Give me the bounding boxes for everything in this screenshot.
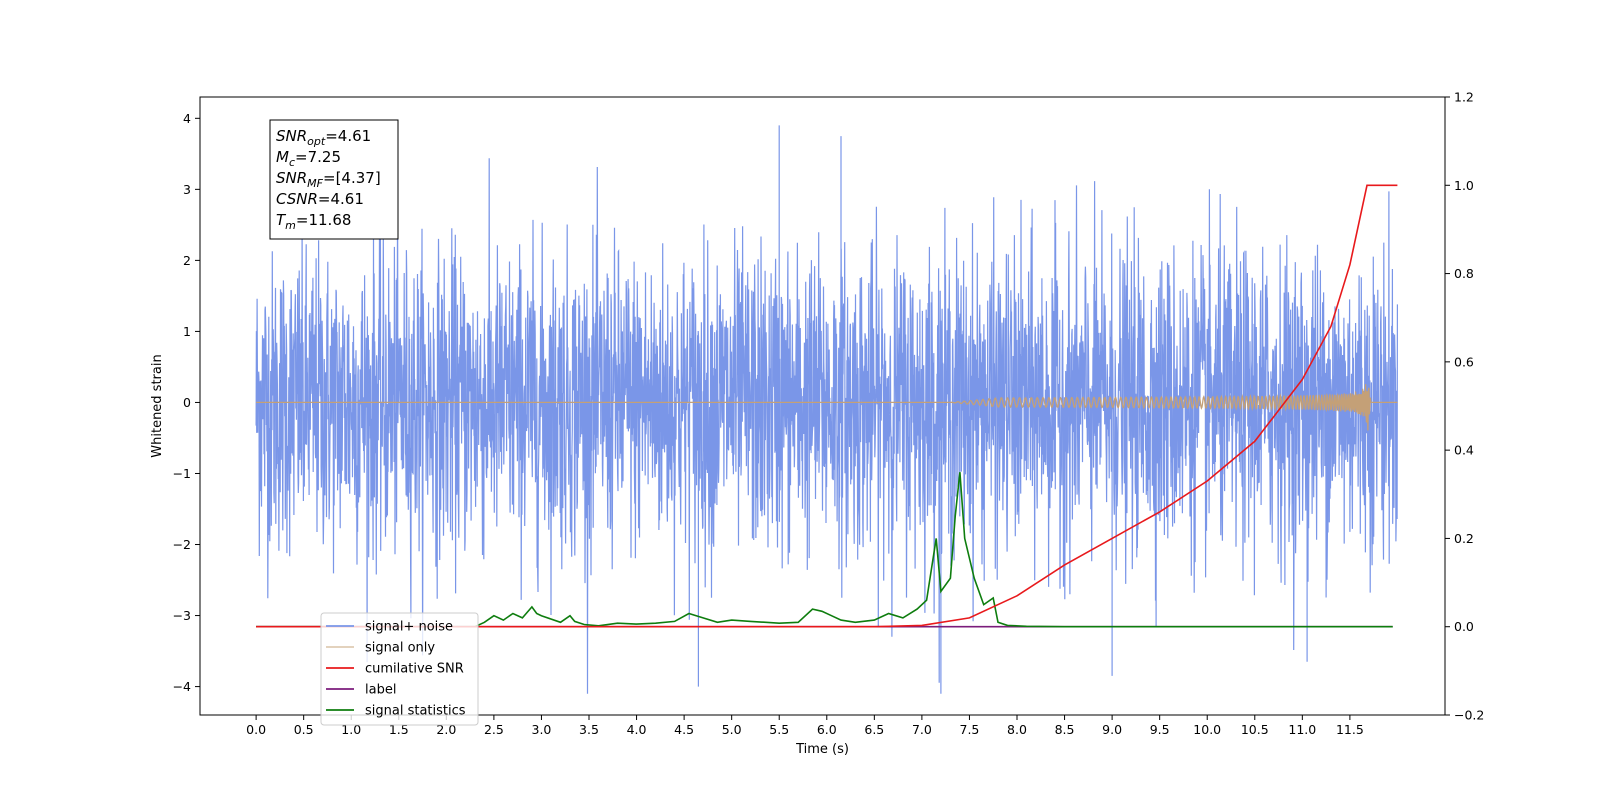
series-signal-plus-noise — [255, 125, 1398, 694]
x-tick-label: 11.0 — [1288, 722, 1316, 737]
x-tick-label: 2.0 — [436, 722, 456, 737]
y2-tick-label: 0.4 — [1454, 443, 1474, 458]
axes-frame — [199, 96, 1446, 716]
axes: 0.0 0.5 1.0 1.5 2.0 2.5 3.0 3.5 4.0 4.5 5.0 5.5 6.0 6… — [173, 90, 1485, 738]
y-tick-label: 4 — [183, 111, 191, 126]
x-tick-label: 10.5 — [1241, 722, 1269, 737]
legend-entry: signal only — [365, 641, 435, 656]
x-tick-label: 4.5 — [674, 722, 694, 737]
y-tick-label: −3 — [173, 608, 191, 623]
stats-line: CSNR=4.61 — [276, 190, 364, 208]
x-tick-label: 7.5 — [960, 722, 980, 737]
plot-area — [255, 125, 1398, 694]
x-tick-label: 4.0 — [627, 722, 647, 737]
x-tick-label: 3.0 — [532, 722, 552, 737]
y-tick-label: −2 — [173, 537, 191, 552]
series-signal-statistics — [256, 472, 1393, 628]
y2-tick-label: −0.2 — [1454, 708, 1484, 723]
x-tick-label: 9.5 — [1150, 722, 1170, 737]
stats-box-frame — [269, 119, 399, 240]
series-signal-only — [256, 384, 1398, 431]
x-tick-label: 8.5 — [1055, 722, 1075, 737]
y2-tick-label: 0.6 — [1454, 354, 1474, 369]
y2-tick-label: 1.2 — [1454, 90, 1474, 105]
x-tick-label: 5.0 — [722, 722, 742, 737]
legend-entry: cumilative SNR — [365, 662, 464, 677]
y2-tick-label: 0.0 — [1454, 619, 1474, 634]
stats-line: Mc=7.25 — [276, 148, 341, 169]
x-tick-label: 1.0 — [341, 722, 361, 737]
x-tick-label: 1.5 — [389, 722, 409, 737]
y-tick-label: 2 — [183, 253, 191, 268]
legend: signal+ noise signal only cumilative SNR la… — [320, 612, 479, 726]
stats-line: Tm=11.68 — [276, 211, 351, 232]
legend-entry: signal+ noise — [365, 620, 453, 635]
stats-line: SNRopt=4.61 — [276, 127, 371, 148]
x-tick-label: 2.5 — [484, 722, 504, 737]
x-tick-label: 10.0 — [1193, 722, 1221, 737]
y-axis-label: Whitened strain — [150, 354, 165, 457]
legend-frame — [320, 612, 479, 726]
stats-line: SNRMF=[4.37] — [276, 169, 381, 190]
x-tick-label: 5.5 — [769, 722, 789, 737]
x-tick-label: 0.0 — [246, 722, 266, 737]
legend-entry: label — [365, 683, 396, 698]
x-tick-label: 3.5 — [579, 722, 599, 737]
x-tick-label: 8.0 — [1007, 722, 1027, 737]
legend-entry: signal statistics — [365, 704, 466, 719]
y-tick-label: −1 — [173, 466, 191, 481]
y2-tick-label: 0.2 — [1454, 531, 1474, 546]
y-tick-label: 0 — [183, 395, 191, 410]
y-tick-label: 1 — [183, 324, 191, 339]
x-axis-label: Time (s) — [795, 742, 849, 757]
series-cumulative-snr — [256, 184, 1398, 628]
y-tick-label: 3 — [183, 182, 191, 197]
x-tick-label: 7.0 — [912, 722, 932, 737]
x-tick-label: 11.5 — [1336, 722, 1364, 737]
x-tick-label: 9.0 — [1102, 722, 1122, 737]
x-tick-label: 0.5 — [294, 722, 314, 737]
x-tick-label: 6.0 — [817, 722, 837, 737]
y-tick-label: −4 — [173, 679, 191, 694]
y2-tick-label: 0.8 — [1454, 266, 1474, 281]
x-tick-label: 6.5 — [864, 722, 884, 737]
y2-tick-label: 1.0 — [1454, 178, 1474, 193]
